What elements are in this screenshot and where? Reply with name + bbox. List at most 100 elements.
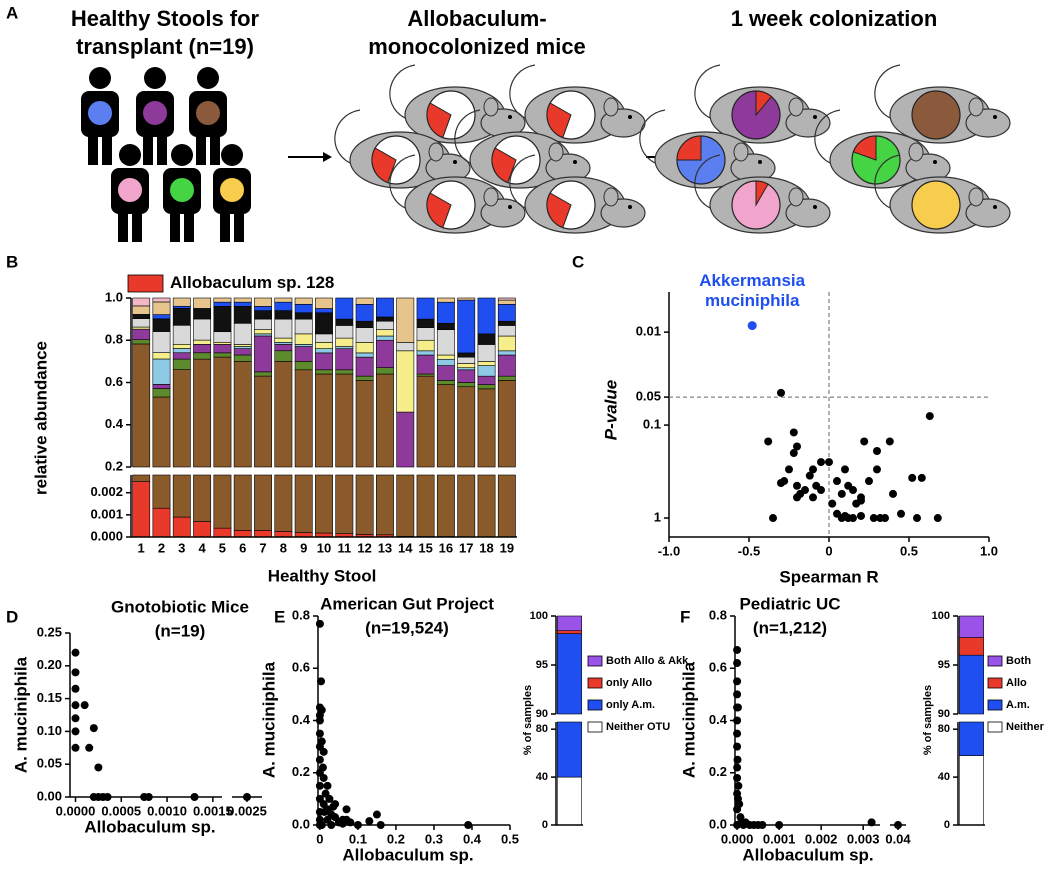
panel-a-title: transplant (n=19) <box>76 34 254 59</box>
legend-label: Neither <box>1006 721 1045 733</box>
legend-swatch <box>587 721 603 733</box>
y-tick-label: 1 <box>654 509 661 524</box>
x-tick-label: 0.0015 <box>193 803 233 818</box>
x-tick-label: 17 <box>459 540 473 555</box>
mouse-eye <box>628 115 632 119</box>
bar-segment <box>132 339 151 345</box>
bar-segment <box>152 331 171 353</box>
x-tick-label: -0.5 <box>738 543 760 558</box>
legend-label: Both Allo & Akk <box>606 655 689 667</box>
mouse-ear <box>428 142 444 162</box>
data-point <box>908 473 917 482</box>
bar-segment <box>254 310 272 320</box>
bar-segment <box>959 615 984 638</box>
pie-wedge <box>491 147 517 184</box>
person-leg <box>118 210 128 242</box>
bar-segment <box>457 367 476 371</box>
data-point <box>925 412 934 421</box>
chart-title: (n=19,524) <box>365 618 449 637</box>
mouse-eye <box>758 160 762 164</box>
mouse-tail <box>694 154 721 211</box>
data-point <box>825 458 833 467</box>
data-point <box>869 514 878 523</box>
bar-segment <box>274 344 293 352</box>
bar-segment <box>557 633 582 715</box>
x-tick-label: 0.003 <box>847 831 880 846</box>
bar-segment <box>477 365 496 377</box>
panel-label: A <box>6 3 18 22</box>
bar-segment <box>193 344 212 354</box>
bar-segment <box>376 367 394 375</box>
data-point <box>785 465 793 474</box>
bar-segment <box>193 521 212 538</box>
highlight-point <box>747 321 757 331</box>
data-point <box>85 743 94 752</box>
bar-segment <box>152 314 171 320</box>
bar-segment <box>254 333 272 337</box>
y-tick-label: 0.01 <box>636 324 661 339</box>
bar-segment <box>172 474 191 518</box>
bar-segment <box>274 337 293 343</box>
mouse-ear <box>908 142 924 162</box>
stool-dot <box>220 178 244 202</box>
y-tick-label: 0.8 <box>105 332 123 347</box>
y-tick-label: 0.0 <box>709 816 727 831</box>
y-tick-label: 0.6 <box>292 660 310 675</box>
mouse-tail <box>334 109 361 166</box>
bar-segment <box>416 318 435 328</box>
bar-segment <box>172 348 191 354</box>
bar-segment <box>132 326 151 330</box>
bar-segment <box>274 531 293 538</box>
person-leg <box>102 133 112 165</box>
mouse-eye <box>508 205 512 209</box>
y-tick-label: 0.6 <box>709 660 727 675</box>
bar-segment <box>193 297 212 309</box>
x-tick-label: 6 <box>239 540 246 555</box>
bar-segment <box>172 308 191 326</box>
data-point <box>873 446 881 455</box>
bar-segment <box>233 361 252 468</box>
panel-label: D <box>6 607 18 626</box>
bar-segment <box>274 301 293 311</box>
bar-segment <box>213 474 232 529</box>
bar-segment <box>294 369 313 468</box>
bar-segment <box>254 306 272 311</box>
panel-a-title: Healthy Stools for <box>71 6 260 31</box>
x-tick-label: 12 <box>357 540 371 555</box>
bar-segment <box>436 380 455 385</box>
stool-dot <box>143 101 167 125</box>
bar-segment <box>376 320 394 330</box>
bar-segment <box>335 348 354 371</box>
bar-segment <box>152 297 171 303</box>
bar-segment <box>376 339 394 368</box>
bar-segment <box>376 335 394 341</box>
y-axis-label: % of samples <box>922 685 934 755</box>
bar-segment <box>193 352 212 360</box>
data-point <box>318 763 327 772</box>
gut-pie <box>911 180 961 230</box>
mouse-tail <box>694 64 721 121</box>
y-tick-label: 0.10 <box>37 723 62 738</box>
data-point <box>315 781 324 790</box>
gut-pie <box>911 90 961 140</box>
legend-label: Allobaculum sp. 128 <box>170 273 334 292</box>
x-tick-label: 7 <box>259 540 266 555</box>
data-point <box>733 729 742 738</box>
bar-segment <box>315 369 333 375</box>
bar-segment <box>497 474 516 538</box>
y-tick-label: 0.05 <box>37 756 62 771</box>
bar-segment <box>152 301 171 315</box>
bar-segment <box>315 342 333 349</box>
data-point <box>190 793 199 801</box>
y-tick-label: 100 <box>932 610 950 622</box>
x-axis-label: Allobaculum sp. <box>342 845 473 864</box>
bar-segment <box>355 352 374 358</box>
x-axis-label: Spearman R <box>779 567 878 586</box>
bar-segment <box>355 297 374 305</box>
data-point <box>789 428 798 437</box>
bar-segment <box>274 297 293 303</box>
bar-segment <box>132 318 151 328</box>
bar-segment <box>294 333 313 345</box>
data-point <box>897 509 905 518</box>
bar-segment <box>355 320 374 328</box>
